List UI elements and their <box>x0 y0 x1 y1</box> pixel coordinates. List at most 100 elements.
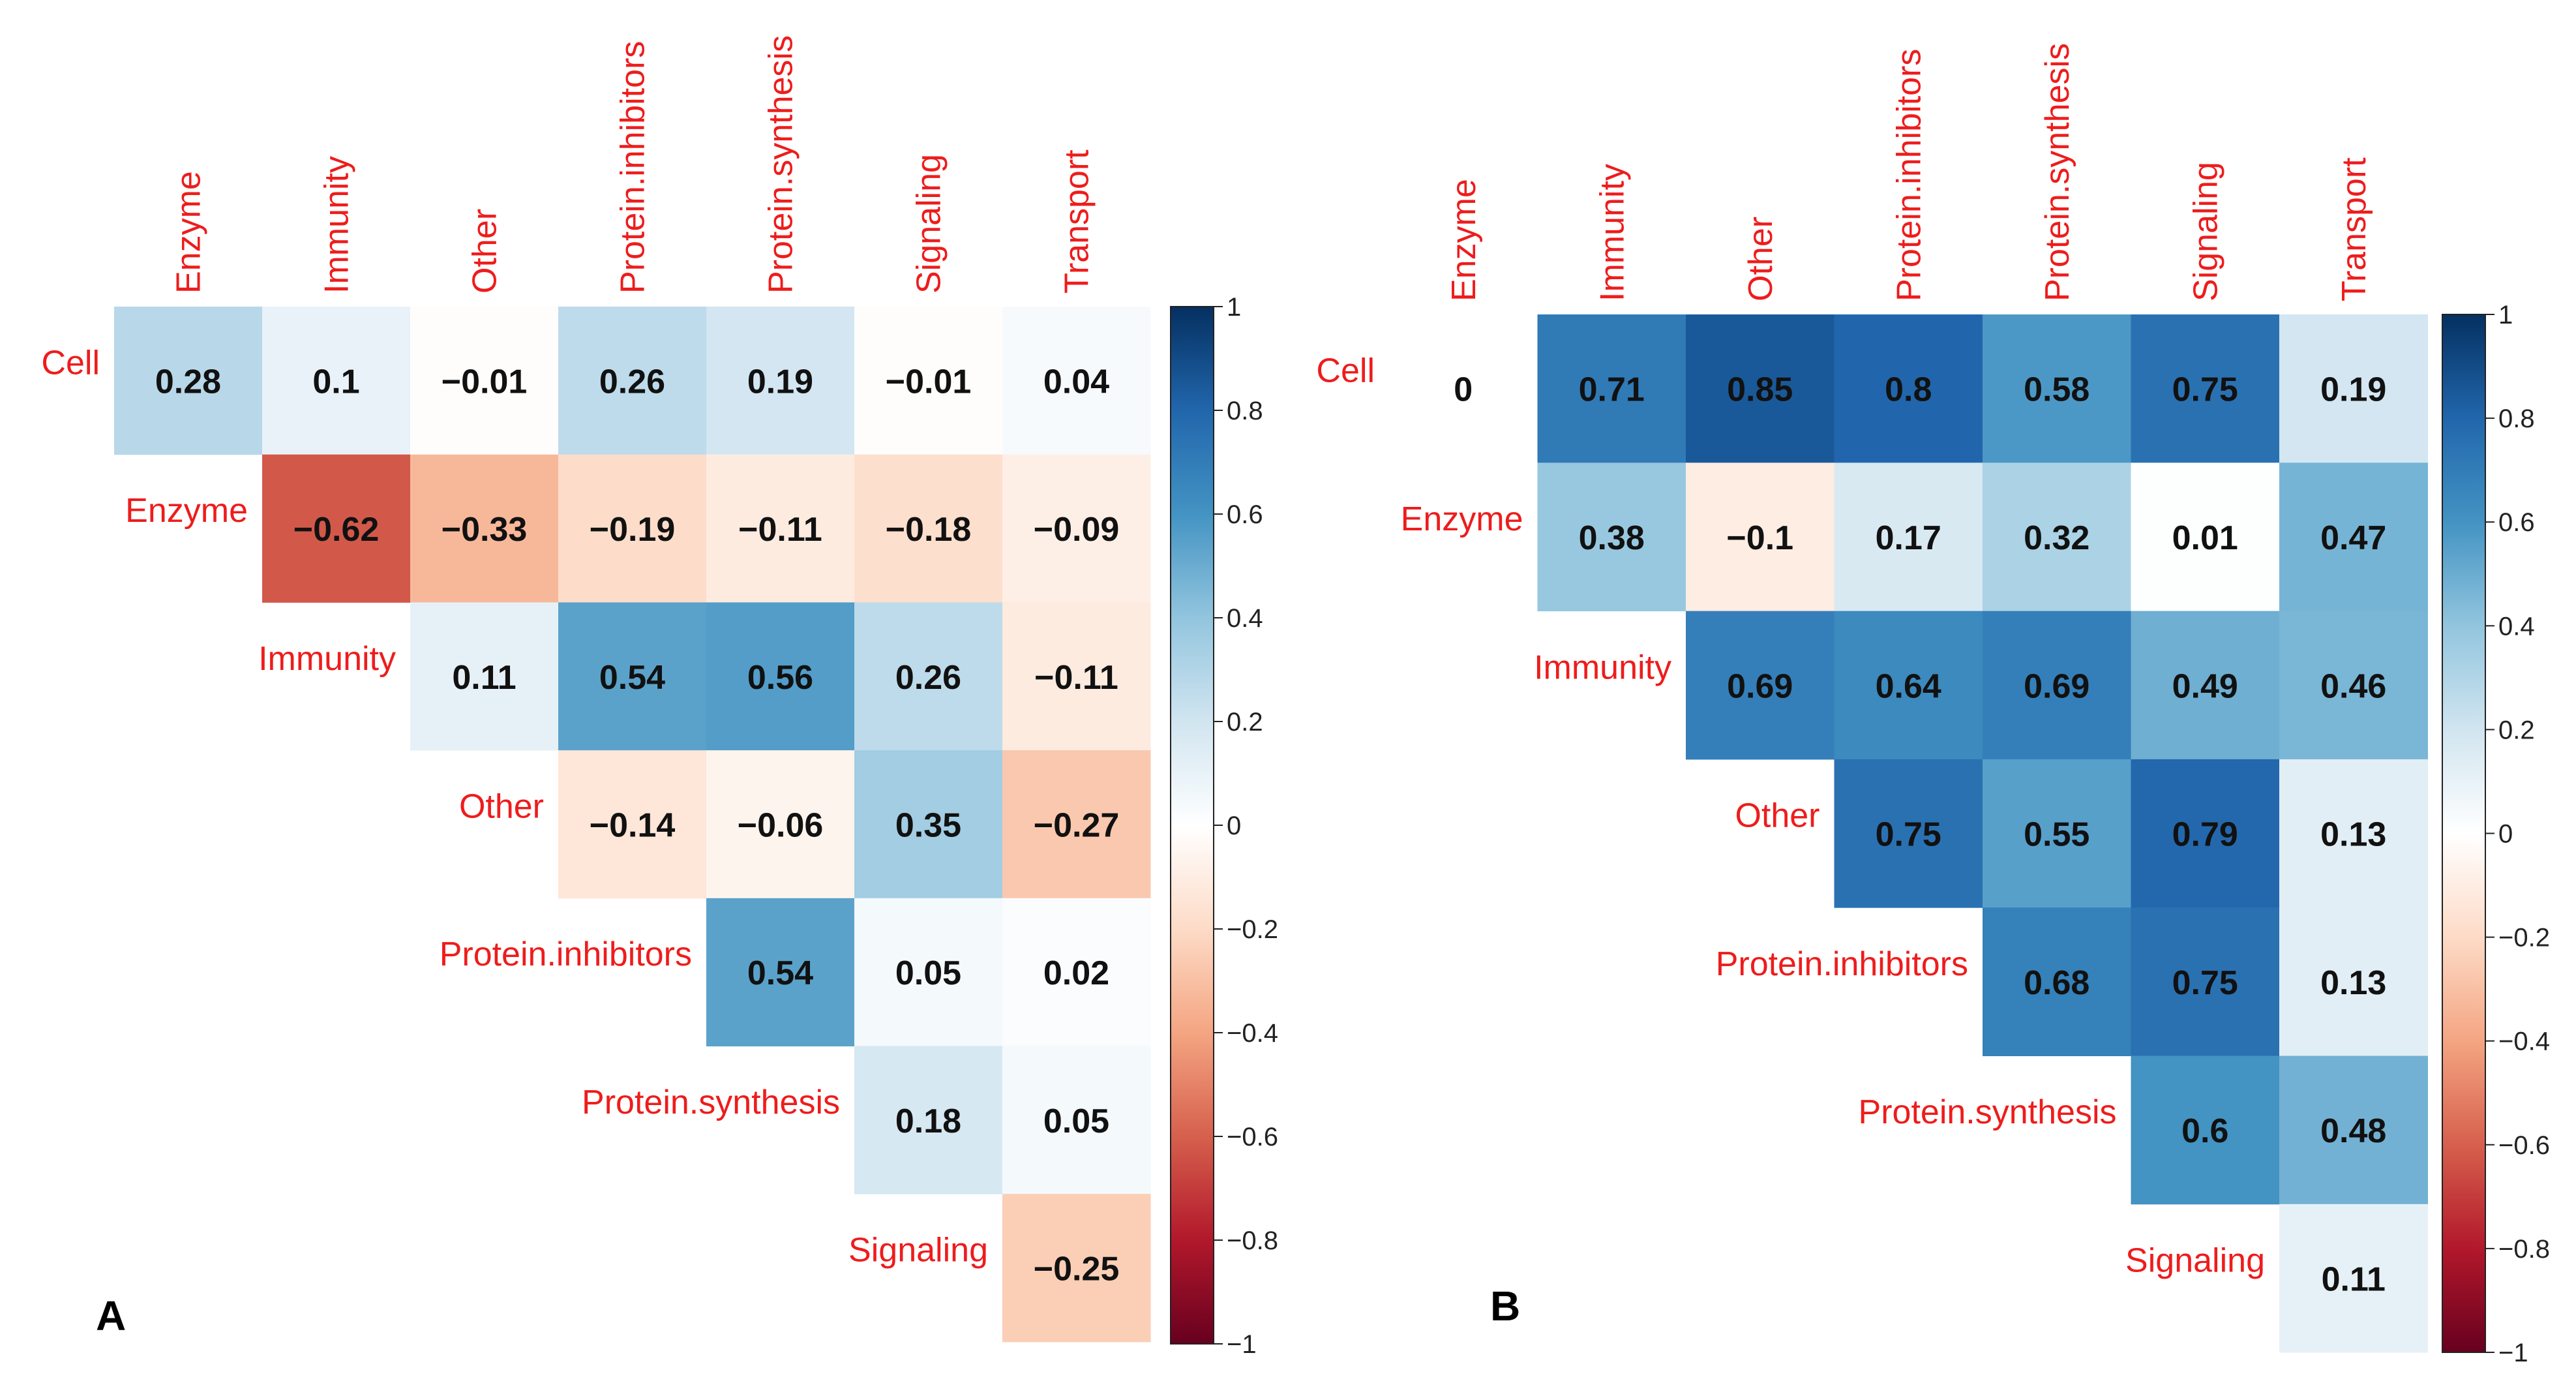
heatmap-cell <box>1002 750 1151 899</box>
cell-value-label: −0.14 <box>590 806 676 844</box>
colorbar-tick-label: 0.6 <box>2498 508 2535 537</box>
heatmap-cell <box>558 307 707 455</box>
heatmap-cell <box>2131 314 2280 463</box>
cell-value-label: 0.47 <box>2320 519 2386 557</box>
heatmap-cell <box>2131 1056 2280 1205</box>
column-label: Enzyme <box>170 171 208 294</box>
colorbar-tick-label: −0.6 <box>1227 1123 1278 1151</box>
colorbar-tick-label: 0.4 <box>2498 612 2535 641</box>
cell-value-label: 0.02 <box>1043 954 1109 992</box>
colorbar-tick-label: −1 <box>1227 1330 1257 1359</box>
cell-value-label: 0.55 <box>2024 816 2089 854</box>
cell-value-label: −0.19 <box>590 511 676 549</box>
cell-value-label: 0.38 <box>1579 519 1645 557</box>
cell-value-label: 0.26 <box>599 363 665 401</box>
colorbar-tick-label: 0.8 <box>1227 397 1263 425</box>
heatmap-cell <box>1983 907 2131 1056</box>
row-label: Protein.inhibitors <box>1716 945 1968 983</box>
cell-value-label: 0.49 <box>2172 667 2238 705</box>
heatmap-cell <box>706 307 855 455</box>
row-label: Protein.inhibitors <box>440 935 692 973</box>
cell-value-label: 0.11 <box>452 659 516 697</box>
colorbar-tick-label: 0.6 <box>1227 500 1263 529</box>
heatmap-cell <box>1002 898 1151 1046</box>
column-label: Immunity <box>318 156 356 294</box>
cell-value-label: 0.19 <box>2320 371 2386 409</box>
cell-value-label: 0.05 <box>1043 1102 1109 1140</box>
row-label: Immunity <box>1534 648 1671 686</box>
heatmap-cell <box>854 454 1003 603</box>
cell-value-label: 0.05 <box>895 954 961 992</box>
colorbar-tick-label: −0.4 <box>1227 1019 1278 1048</box>
heatmap-cell <box>1537 314 1686 463</box>
heatmap-panel-b: 0 0.71 0.85 0.8 0.58 0.75 0.19 0.38 −0.1 0.17 0.32… <box>1316 43 2550 1367</box>
heatmap-cell <box>2279 759 2428 908</box>
colorbar-tick-label: 0.2 <box>1227 708 1263 737</box>
heatmap-cell <box>706 898 855 1046</box>
heatmap-cell <box>1686 314 1835 463</box>
heatmap-cell <box>1983 463 2131 612</box>
column-label: Other <box>1742 217 1780 301</box>
column-label: Immunity <box>1593 164 1631 301</box>
cell-value-label: −0.01 <box>442 363 528 401</box>
cell-value-label: 0.68 <box>2024 964 2089 1002</box>
row-label: Immunity <box>258 640 396 678</box>
column-label: Protein.synthesis <box>762 35 800 294</box>
cell-value-label: 0.26 <box>895 659 961 697</box>
heatmap-cell <box>1002 1046 1151 1194</box>
heatmap-cell <box>2279 463 2428 612</box>
cell-value-label: −0.18 <box>886 511 972 549</box>
cell-value-label: 0.13 <box>2320 964 2386 1002</box>
column-label: Protein.inhibitors <box>614 41 652 294</box>
column-label: Signaling <box>2187 162 2224 301</box>
cell-value-label: 0.85 <box>1727 371 1793 409</box>
column-label: Signaling <box>910 154 948 294</box>
heatmap-cell <box>706 602 855 751</box>
cell-value-label: 0.35 <box>895 806 961 844</box>
colorbar <box>2442 314 2486 1353</box>
heatmap-cell <box>854 602 1003 751</box>
heatmap-cell <box>1002 602 1151 751</box>
cell-value-label: 0.19 <box>747 363 813 401</box>
cell-value-label: 0.56 <box>747 659 813 697</box>
cell-value-label: 0.75 <box>2172 964 2238 1002</box>
row-label: Protein.synthesis <box>1859 1093 2117 1131</box>
panel-label-b: B <box>1490 1283 1521 1330</box>
cell-value-label: 0.69 <box>1727 667 1793 705</box>
cell-value-label: −0.06 <box>738 806 824 844</box>
colorbar-tick-label: 0.2 <box>2498 716 2535 744</box>
colorbar-tick-label: −0.4 <box>2498 1027 2550 1056</box>
column-label: Protein.synthesis <box>2039 43 2076 301</box>
heatmap-cell <box>1389 314 1538 463</box>
row-label: Signaling <box>2125 1241 2265 1279</box>
cell-value-label: 0.79 <box>2172 816 2238 854</box>
colorbar-tick-label: −0.8 <box>1227 1226 1278 1255</box>
cell-value-label: −0.1 <box>1726 519 1793 557</box>
cell-value-label: 0.04 <box>1043 363 1109 401</box>
heatmap-cell <box>1983 759 2131 908</box>
column-label: Enzyme <box>1445 179 1483 301</box>
cell-value-label: 0.17 <box>1876 519 1941 557</box>
row-label: Enzyme <box>125 492 248 530</box>
heatmap-cell <box>410 602 559 751</box>
cell-value-label: 0.01 <box>2172 519 2238 557</box>
heatmap-cell <box>2279 1204 2428 1353</box>
heatmap-cell <box>706 454 855 603</box>
column-label: Transport <box>1058 149 1096 294</box>
heatmap-cell <box>2279 611 2428 760</box>
heatmap-cell <box>2131 907 2280 1056</box>
colorbar-tick-label: −0.8 <box>2498 1235 2550 1264</box>
heatmap-cell <box>262 307 411 455</box>
row-label: Cell <box>1316 352 1375 390</box>
heatmap-cell <box>1686 611 1835 760</box>
colorbar-tick-label: −0.6 <box>2498 1131 2550 1160</box>
row-label: Other <box>459 787 544 825</box>
heatmap-cell <box>558 454 707 603</box>
heatmap-cell <box>558 602 707 751</box>
heatmap-cell <box>1002 1194 1151 1343</box>
cell-value-label: 0 <box>1454 371 1473 409</box>
heatmap-cell <box>2279 907 2428 1056</box>
cell-value-label: −0.11 <box>1034 659 1118 697</box>
cell-value-label: −0.27 <box>1034 806 1120 844</box>
heatmap-cell <box>1834 611 1983 760</box>
